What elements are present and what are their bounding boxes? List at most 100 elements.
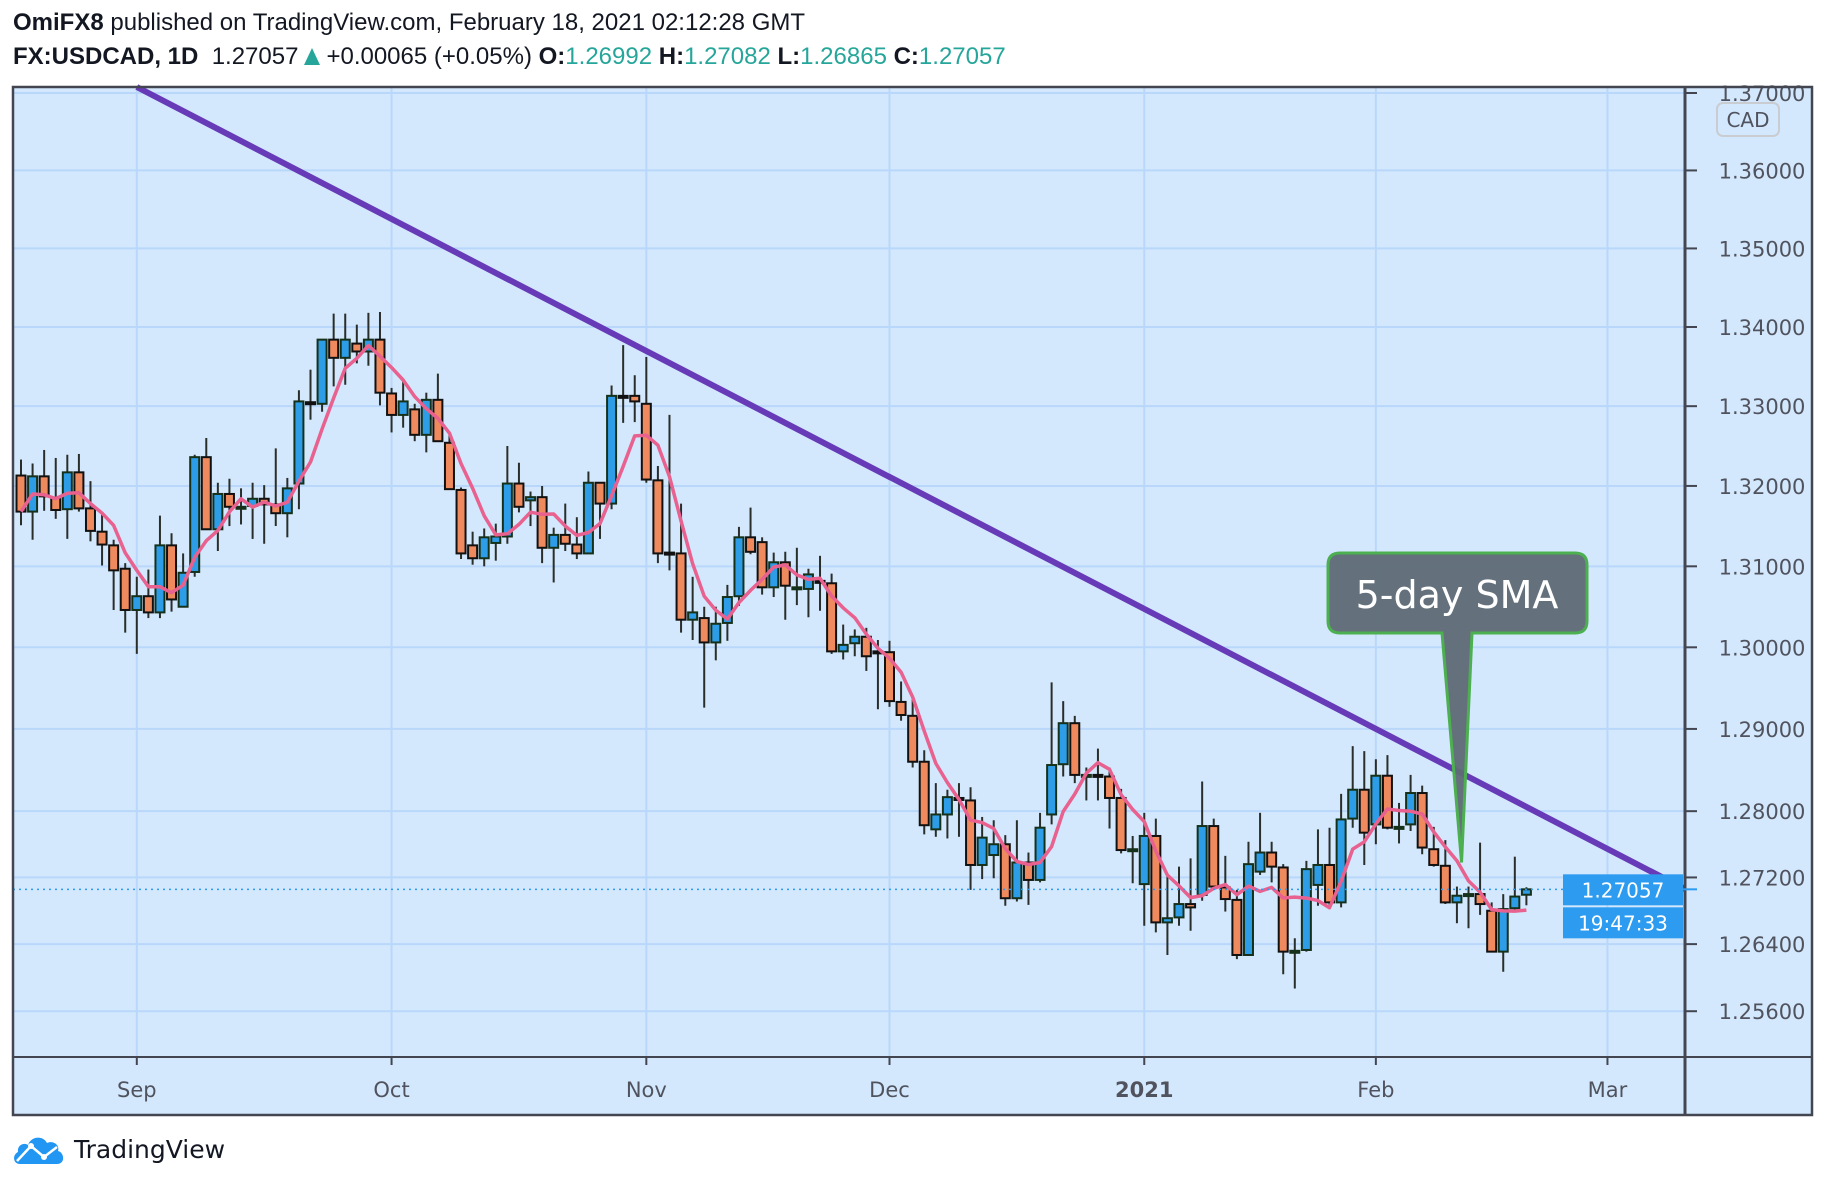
candle (305, 369, 316, 420)
candle (166, 533, 178, 612)
candle-body-up (1497, 908, 1509, 953)
x-tick-label: Dec (869, 1078, 910, 1102)
candle (745, 507, 757, 555)
time-axis-ticks[interactable]: Sep Oct Nov Dec 2021 Feb Mar (117, 1057, 1628, 1102)
candle-body-up (768, 561, 780, 589)
candle-body-up (420, 398, 432, 436)
sma-callout[interactable]: 5-day SMA (1326, 551, 1589, 863)
candle (1451, 886, 1463, 924)
candle (1242, 841, 1254, 956)
trendline[interactable] (135, 84, 1687, 892)
candle-body-down (907, 714, 919, 763)
candle (571, 517, 583, 560)
candle (895, 681, 907, 721)
candle (223, 478, 235, 527)
author-name[interactable]: OmiFX8 (13, 9, 104, 36)
candle-body-up (1161, 917, 1173, 924)
candle (1208, 818, 1220, 888)
candle (710, 606, 722, 661)
candle-body-down (305, 401, 316, 406)
candle-body-up (1173, 903, 1185, 919)
sma-line (19, 343, 1527, 913)
candle-body-down (119, 567, 131, 611)
candle-body-up (1335, 818, 1347, 904)
high-label: H: (658, 43, 685, 70)
tradingview-cloud-logo-icon (14, 1137, 64, 1164)
candle-body-up (131, 595, 143, 611)
cad-badge[interactable]: CAD (1716, 102, 1780, 137)
candle-body-down (571, 543, 583, 555)
y-tick-label: 1.36000 (1719, 159, 1806, 183)
candle-body-down (1104, 775, 1116, 799)
candle-body-up (1312, 863, 1324, 886)
candle (1173, 866, 1185, 926)
candle (768, 552, 780, 598)
candle (756, 537, 768, 595)
symbol-title: FX:USDCAD, 1D (13, 43, 199, 70)
publish-info: OmiFX8 published on TradingView.com, Feb… (13, 9, 805, 37)
candle-body-down (895, 700, 907, 717)
y-tick-label: 1.30000 (1719, 636, 1806, 660)
price-axis[interactable] (1685, 87, 1812, 1057)
candle-body-up (941, 796, 953, 816)
candle (108, 539, 120, 610)
candle-body-up (582, 481, 594, 555)
candle (849, 629, 861, 657)
candle (1057, 701, 1069, 777)
x-tick-label: Oct (373, 1078, 409, 1102)
candle (802, 568, 814, 618)
candle (687, 576, 699, 640)
candle (976, 816, 988, 880)
price-change: +0.00065 (+0.05%) (326, 43, 532, 70)
candle-body-down (1219, 886, 1231, 901)
candle-body-down (386, 392, 398, 416)
candle-body-down (965, 799, 977, 866)
y-tick-label: 1.29000 (1719, 718, 1806, 742)
x-tick-label: Feb (1357, 1078, 1394, 1102)
candle-body-up (1046, 764, 1058, 816)
y-tick-label: 1.34000 (1719, 316, 1806, 340)
callout-bubble[interactable] (1326, 551, 1589, 863)
candle (1231, 889, 1243, 960)
candle-body-up (1127, 848, 1139, 853)
candle (1022, 852, 1034, 905)
candle-body-down (409, 408, 421, 436)
brand-name: TradingView (74, 1134, 226, 1164)
candle (1497, 894, 1509, 972)
candle-body-up (1393, 825, 1405, 830)
triangle-up-icon (304, 48, 321, 65)
candle-body-down (1486, 909, 1498, 953)
candle-body-down (884, 651, 895, 703)
candle-body-up (930, 813, 942, 831)
candle (131, 576, 143, 654)
candle-body-up (1463, 893, 1474, 898)
candle (918, 750, 930, 835)
tradingview-logo[interactable]: TradingView (12, 1133, 225, 1165)
candle-body-down (1439, 864, 1451, 904)
current-price-value: 1.27057 (1582, 878, 1665, 902)
candle (1046, 682, 1058, 825)
candle (698, 606, 710, 708)
candle (1347, 746, 1359, 828)
candle (1300, 860, 1312, 952)
candle-body-down (698, 617, 710, 644)
candle-body-down (663, 551, 675, 556)
candle (1069, 715, 1081, 784)
y-tick-label: 1.27200 (1719, 866, 1806, 890)
candle-body-down (1069, 722, 1081, 776)
candle (328, 313, 340, 387)
candle (663, 414, 675, 571)
candle (443, 432, 455, 491)
candle (200, 438, 212, 531)
candle-body-up (1347, 788, 1359, 820)
x-tick-label: Mar (1588, 1078, 1628, 1102)
callout-text: 5-day SMA (1356, 573, 1559, 617)
y-tick-label: 1.25600 (1719, 1000, 1806, 1024)
candle (640, 357, 652, 483)
candle-body-up (1509, 895, 1521, 910)
published-text: published on TradingView.com, February 1… (110, 9, 806, 36)
low-value: 1.26865 (800, 43, 887, 70)
candle (1324, 827, 1336, 905)
candle-body-down (652, 479, 664, 555)
